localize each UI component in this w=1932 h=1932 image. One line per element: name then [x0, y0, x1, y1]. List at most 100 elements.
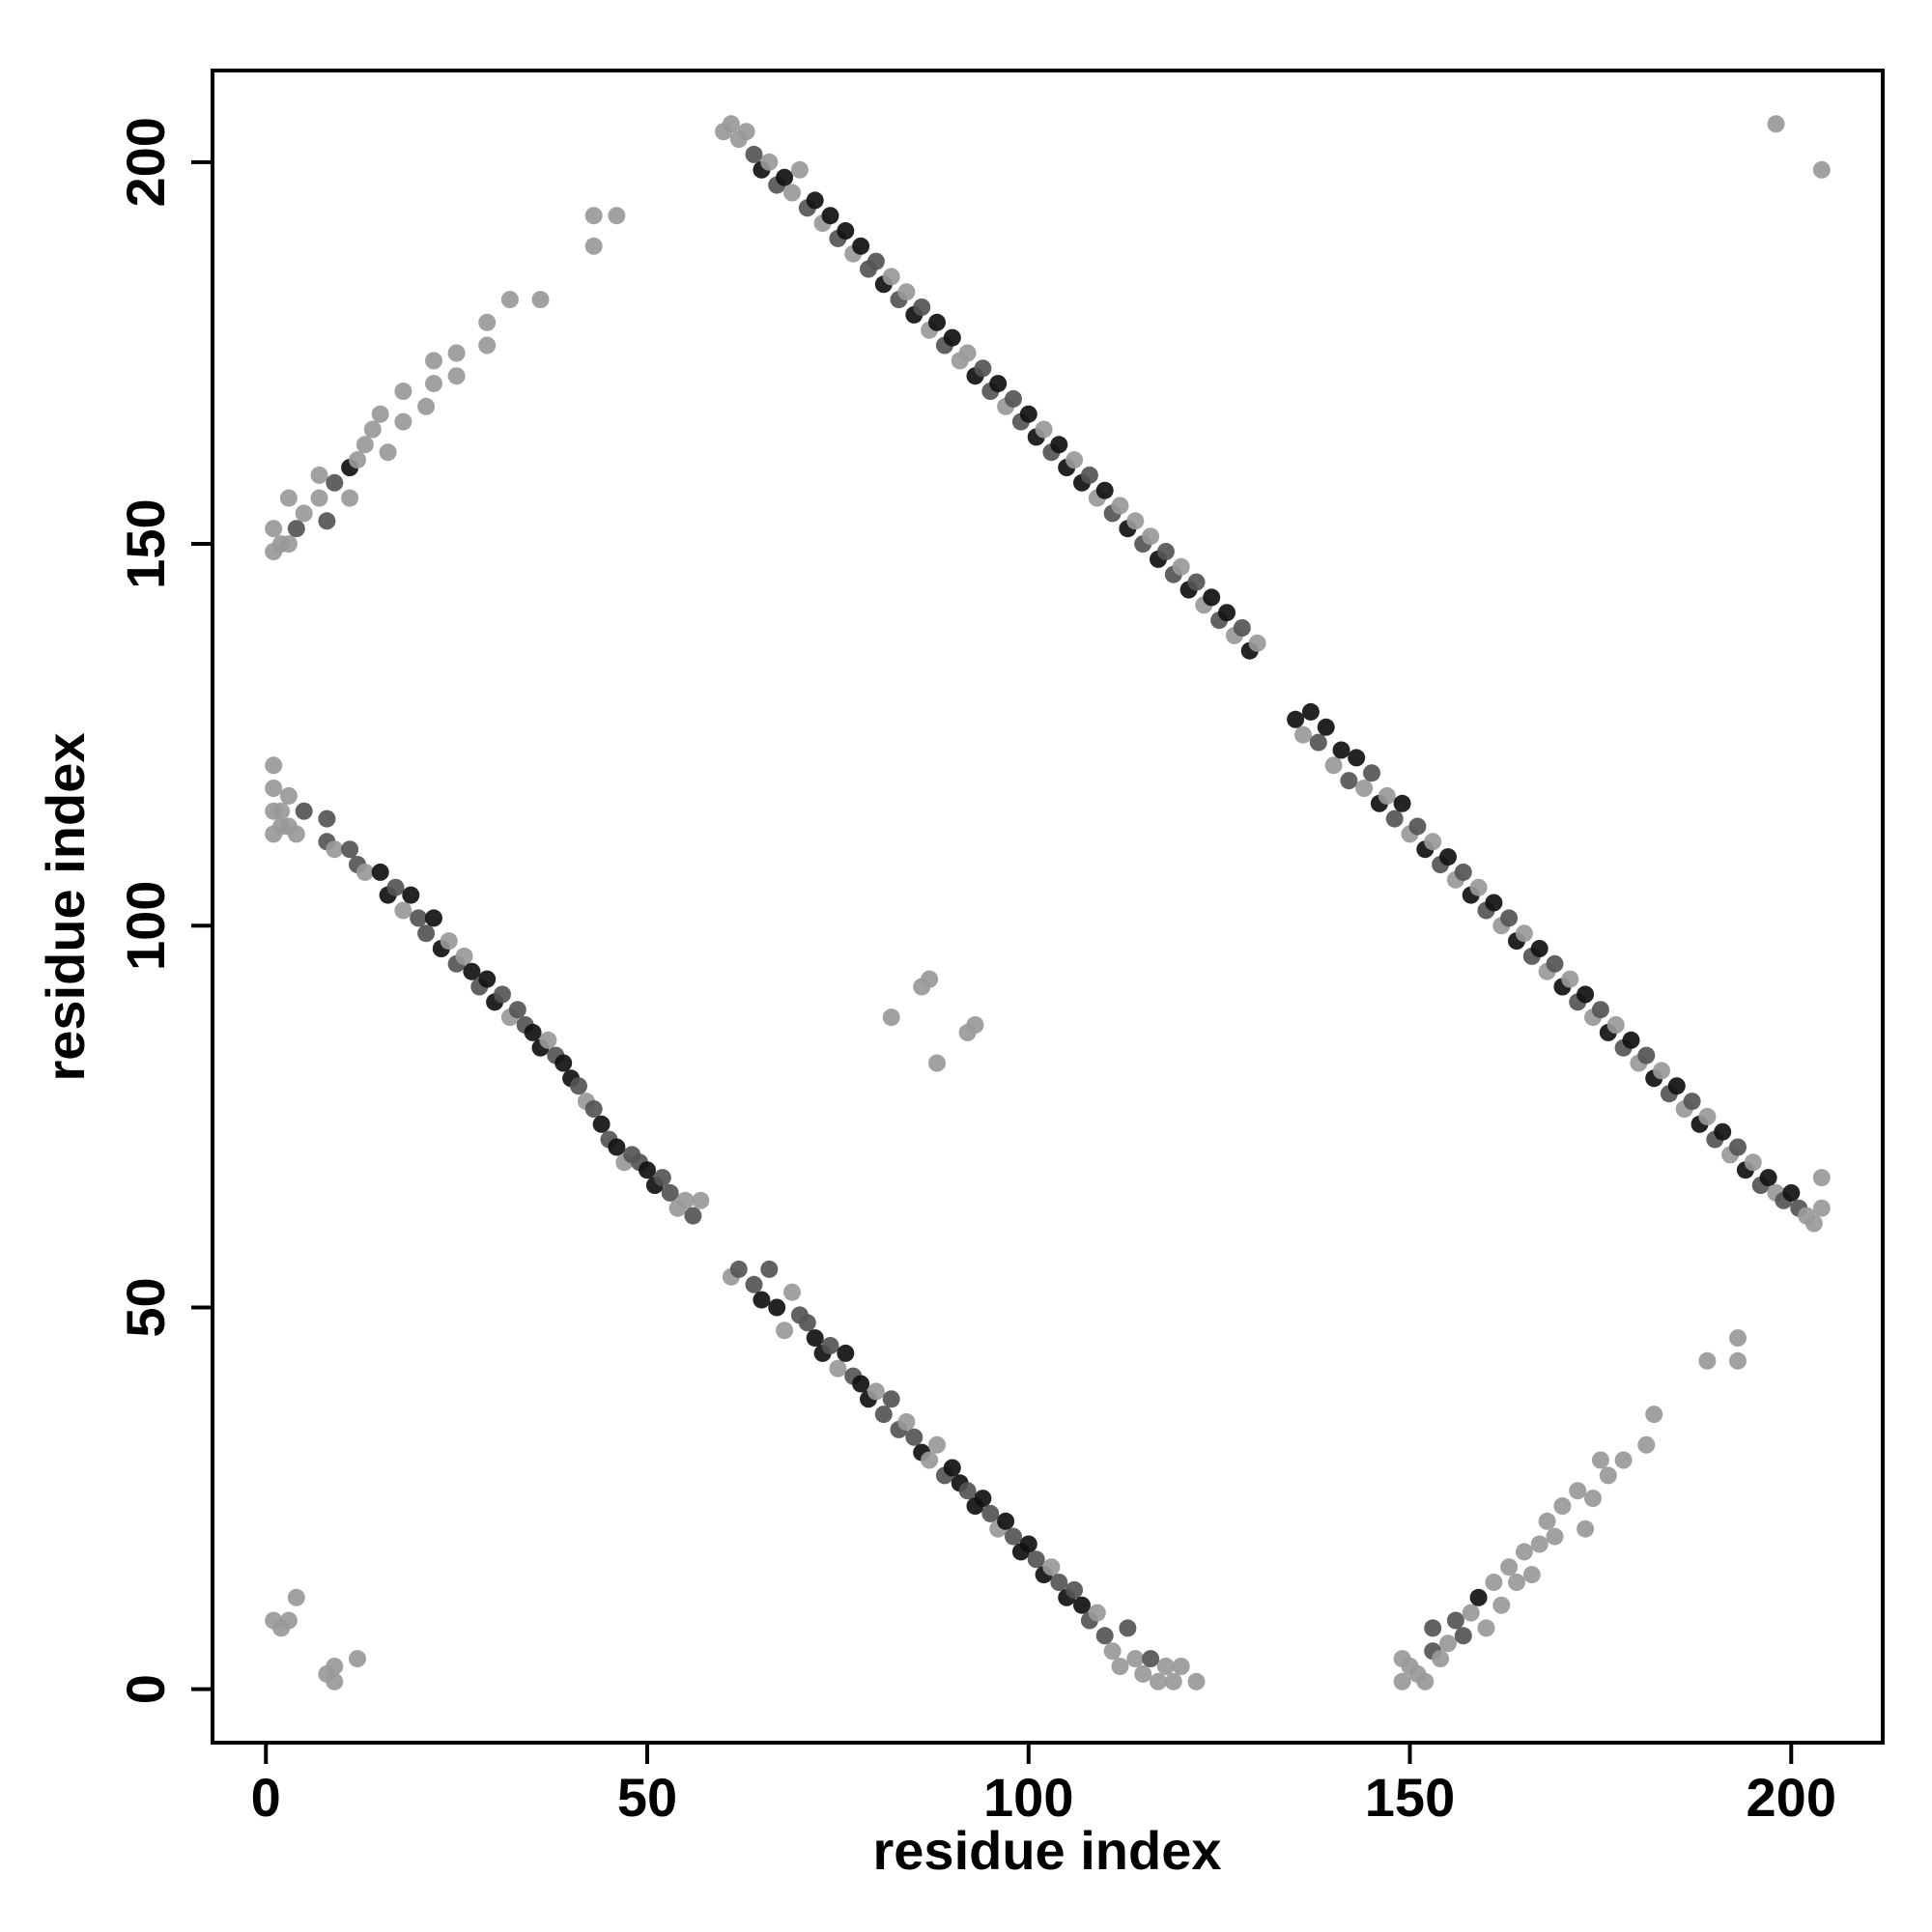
contact-point-band-4-18 — [1424, 833, 1442, 851]
contact-point-band-4-9 — [1355, 780, 1374, 797]
x-axis-label: residue index — [872, 1820, 1221, 1881]
contact-point-band-5-27 — [500, 291, 519, 309]
contact-point-band-5-14 — [355, 436, 374, 454]
contact-point-band-6-28 — [1599, 1466, 1617, 1485]
contact-point-band-6-11 — [1462, 1604, 1480, 1622]
contact-point-scattered-7 — [349, 1650, 366, 1668]
contact-point-band-3-68 — [1233, 619, 1251, 637]
x-axis: 0 50 100 150 200 — [251, 1743, 1836, 1828]
contact-point-band-5-21 — [425, 375, 442, 393]
contact-point-scattered-11 — [928, 1054, 946, 1072]
contact-point-band-3-70 — [1248, 634, 1266, 652]
contact-point-band-4-1 — [1294, 725, 1312, 744]
contact-point-band-5-26 — [478, 313, 497, 331]
contact-point-band-2-45 — [1073, 1596, 1091, 1614]
contact-point-band-1-21 — [410, 909, 428, 927]
contact-point-band-1-47 — [608, 1138, 626, 1156]
contact-point-band-5-8 — [310, 466, 328, 484]
contact-point-band-6-9 — [1446, 1611, 1464, 1630]
contact-point-band-4-65 — [1782, 1183, 1801, 1202]
contact-point-band-3-58 — [1156, 543, 1175, 560]
contact-point-band-2-4 — [760, 1260, 779, 1278]
contact-point-band-5-16 — [371, 405, 389, 423]
contact-point-band-1-8 — [295, 802, 313, 820]
contact-point-band-5-31 — [608, 207, 626, 225]
contact-point-band-6-34 — [1729, 1329, 1747, 1348]
contact-point-band-1-57 — [684, 1207, 702, 1225]
contact-point-band-6-29 — [1614, 1451, 1633, 1469]
contact-point-band-5-20 — [417, 397, 436, 415]
contact-point-band-3-46 — [1065, 451, 1084, 469]
contact-point-scattered-8 — [882, 1009, 900, 1027]
contact-point-band-3-66 — [1218, 604, 1236, 622]
contact-point-band-4-24 — [1469, 878, 1488, 896]
contact-point-band-1-38 — [539, 1031, 557, 1049]
contact-point-band-2-36 — [1005, 1527, 1022, 1546]
contact-point-band-3-40 — [1019, 405, 1037, 423]
contact-point-band-5-19 — [394, 383, 412, 400]
contact-point-band-4-10 — [1363, 764, 1380, 782]
contact-point-band-3-54 — [1126, 512, 1145, 530]
contact-point-band-6-24 — [1569, 1482, 1587, 1500]
contact-point-band-1-5 — [279, 786, 298, 805]
contact-point-band-1-27 — [455, 947, 473, 965]
contact-point-scattered-2 — [279, 1611, 298, 1630]
contact-point-band-3-28 — [928, 313, 946, 331]
contact-point-scattered-5 — [326, 1672, 344, 1690]
contact-point-band-4-58 — [1729, 1138, 1747, 1156]
contact-point-band-2-44 — [1065, 1580, 1084, 1599]
contact-point-band-3-30 — [943, 328, 961, 347]
contact-point-band-4-34 — [1546, 954, 1564, 973]
contact-point-band-2-25 — [921, 1451, 939, 1469]
contact-point-band-4-3 — [1309, 733, 1327, 752]
contact-point-band-5-9 — [318, 512, 336, 530]
contact-point-band-1-20 — [402, 886, 420, 904]
contact-point-band-1-40 — [554, 1054, 573, 1072]
contact-point-band-3-44 — [1050, 436, 1068, 454]
contact-point-band-4-28 — [1500, 909, 1519, 927]
contact-point-band-2-55 — [1150, 1672, 1167, 1690]
contact-point-band-1-34 — [508, 1001, 526, 1019]
contact-point-band-2-28 — [943, 1459, 961, 1477]
contact-point-band-2-56 — [1156, 1658, 1175, 1675]
contact-point-band-1-58 — [692, 1191, 710, 1209]
contact-point-band-2-30 — [958, 1482, 977, 1500]
contact-point-band-5-10 — [326, 473, 344, 492]
contact-point-band-6-22 — [1546, 1527, 1564, 1546]
contact-point-band-4-42 — [1606, 1016, 1625, 1034]
contact-point-band-3-20 — [867, 252, 885, 270]
contact-point-band-3-10 — [790, 160, 809, 179]
contact-point-band-1-12 — [326, 840, 344, 859]
contact-point-band-3-64 — [1203, 588, 1221, 607]
contact-point-band-1-42 — [570, 1077, 587, 1095]
contact-point-band-2-19 — [874, 1406, 893, 1424]
y-tick-label-50: 50 — [115, 1277, 176, 1337]
contact-point-band-4-56 — [1714, 1122, 1732, 1141]
contact-point-band-5-30 — [584, 207, 603, 225]
contact-point-band-1-15 — [355, 863, 374, 881]
contact-point-band-6-32 — [1698, 1351, 1717, 1370]
contact-point-band-1-16 — [371, 863, 389, 881]
contact-point-band-1-22 — [417, 924, 436, 943]
contact-point-band-4-5 — [1324, 756, 1343, 775]
contact-point-band-4-44 — [1622, 1031, 1640, 1049]
contact-point-band-6-13 — [1477, 1619, 1495, 1637]
contact-point-band-3-48 — [1080, 466, 1098, 484]
contact-point-band-5-4 — [287, 520, 305, 538]
contact-point-band-3-3 — [737, 123, 755, 141]
contact-point-band-2-47 — [1088, 1604, 1106, 1622]
contact-point-band-5-28 — [531, 291, 550, 309]
contact-point-band-1-36 — [524, 1023, 542, 1041]
contact-point-band-3-9 — [783, 184, 801, 202]
contact-point-band-5-13 — [349, 451, 366, 469]
contact-point-band-4-46 — [1637, 1046, 1656, 1065]
contact-point-band-2-14 — [837, 1344, 855, 1362]
contact-point-band-5-24 — [447, 344, 466, 362]
contact-point-band-6-0 — [1393, 1672, 1411, 1690]
contact-point-band-2-48 — [1095, 1627, 1114, 1645]
contact-point-band-1-18 — [386, 878, 405, 896]
contact-point-band-3-42 — [1035, 420, 1053, 439]
contact-point-band-2-3 — [753, 1291, 771, 1309]
contact-point-band-2-57 — [1164, 1672, 1182, 1690]
